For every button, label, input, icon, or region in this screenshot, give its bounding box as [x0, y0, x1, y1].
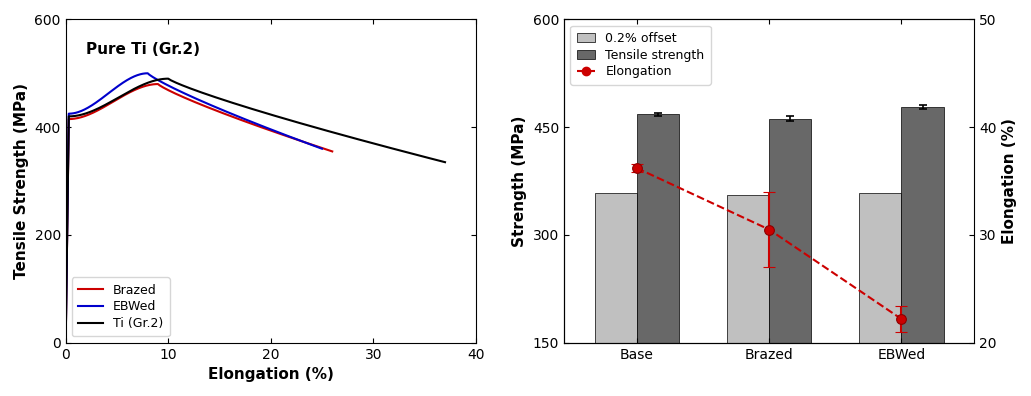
- Bar: [769, 118, 811, 396]
- Bar: [595, 193, 637, 396]
- Legend: Brazed, EBWed, Ti (Gr.2): Brazed, EBWed, Ti (Gr.2): [72, 278, 170, 337]
- Legend: 0.2% offset, Tensile strength, Elongation: 0.2% offset, Tensile strength, Elongatio…: [570, 26, 710, 85]
- Bar: [637, 114, 679, 396]
- Y-axis label: Tensile Strength (MPa): Tensile Strength (MPa): [13, 83, 29, 279]
- Text: Pure Ti (Gr.2): Pure Ti (Gr.2): [87, 42, 200, 57]
- X-axis label: Elongation (%): Elongation (%): [208, 367, 334, 382]
- Bar: [727, 195, 769, 396]
- Y-axis label: Elongation (%): Elongation (%): [1002, 118, 1018, 244]
- Y-axis label: Strength (MPa): Strength (MPa): [512, 115, 527, 247]
- Bar: [901, 107, 943, 396]
- Bar: [859, 193, 901, 396]
